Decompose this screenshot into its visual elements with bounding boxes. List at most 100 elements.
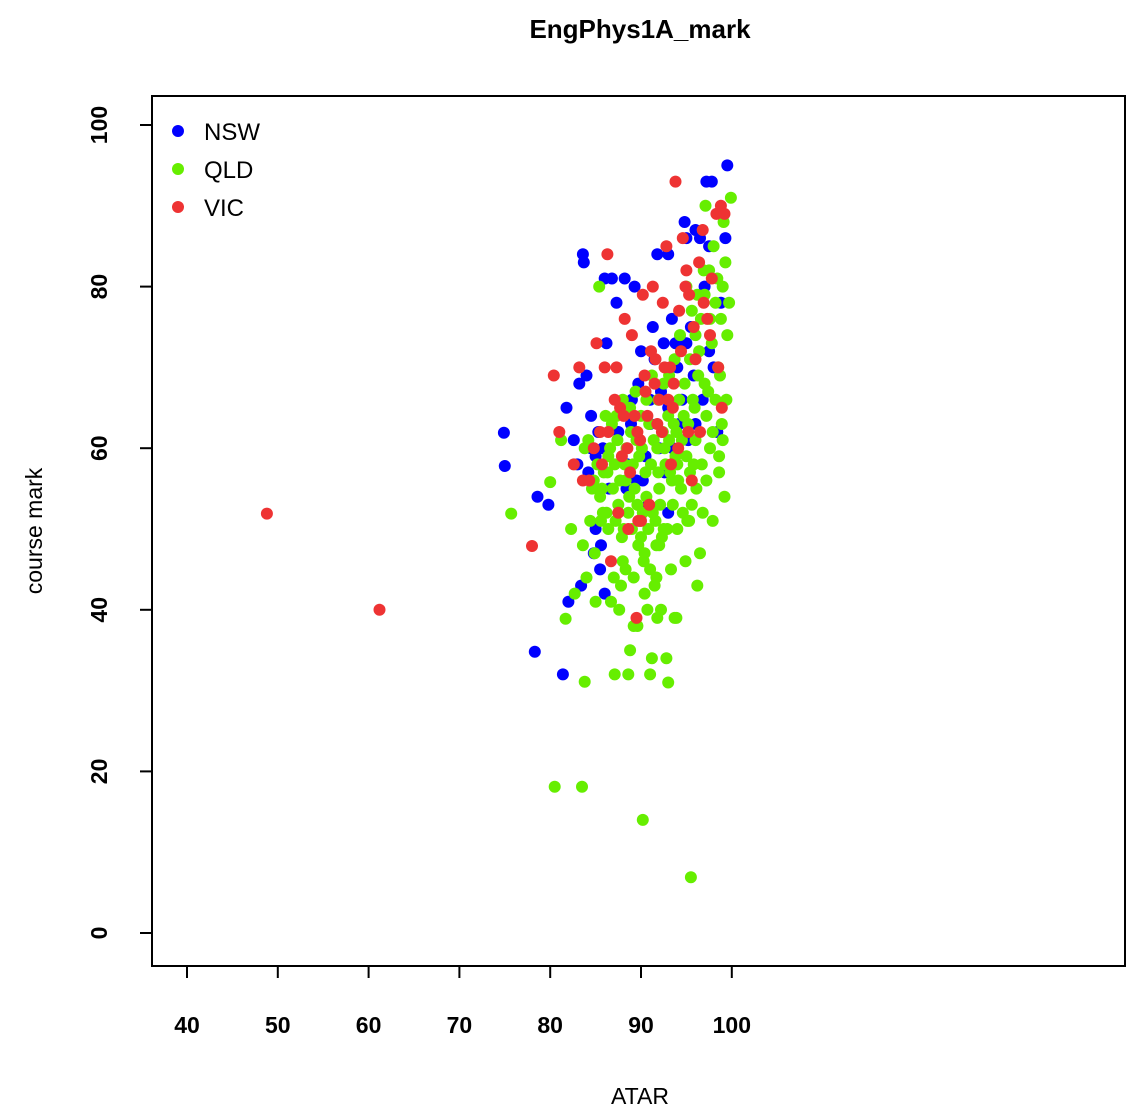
point-qld xyxy=(716,434,729,447)
point-qld xyxy=(702,385,715,398)
point-vic xyxy=(689,353,702,366)
y-tick-label: 40 xyxy=(86,597,112,623)
point-qld xyxy=(654,498,667,511)
point-nsw xyxy=(580,369,593,382)
point-qld xyxy=(576,539,589,552)
point-qld xyxy=(684,871,697,884)
point-vic xyxy=(682,426,695,438)
point-vic xyxy=(624,466,637,479)
point-qld xyxy=(565,523,578,535)
point-qld xyxy=(584,514,597,527)
point-nsw xyxy=(678,216,691,228)
point-qld xyxy=(692,369,705,382)
point-vic xyxy=(638,369,651,382)
point-vic xyxy=(694,426,706,438)
point-vic xyxy=(715,401,728,414)
point-qld xyxy=(691,288,704,301)
point-qld xyxy=(588,547,601,560)
point-qld xyxy=(622,506,635,519)
point-nsw xyxy=(651,248,664,261)
point-qld xyxy=(638,547,651,560)
point-nsw xyxy=(556,668,569,681)
point-qld xyxy=(653,482,666,495)
x-tick-label: 50 xyxy=(265,1012,291,1038)
point-nsw xyxy=(600,337,613,350)
point-qld xyxy=(548,780,561,793)
y-axis: 0 20 40 60 80 100 xyxy=(86,106,153,940)
point-vic xyxy=(583,474,596,487)
point-qld xyxy=(721,329,734,342)
point-vic xyxy=(641,409,654,422)
point-vic xyxy=(662,393,675,406)
point-qld xyxy=(663,434,676,447)
point-nsw xyxy=(628,280,641,293)
point-nsw xyxy=(567,434,580,447)
point-vic xyxy=(553,426,566,438)
point-vic xyxy=(615,450,628,463)
point-vic xyxy=(643,498,656,511)
point-qld xyxy=(704,442,716,455)
point-vic xyxy=(651,418,664,430)
point-vic xyxy=(617,409,630,422)
point-qld xyxy=(599,409,612,422)
point-vic xyxy=(653,393,666,406)
point-nsw xyxy=(577,256,590,269)
point-qld xyxy=(613,603,626,616)
point-vic xyxy=(612,506,625,519)
x-tick-label: 60 xyxy=(356,1012,382,1038)
point-qld xyxy=(619,563,632,576)
y-tick-label: 80 xyxy=(86,274,112,300)
point-vic xyxy=(567,458,580,471)
point-qld xyxy=(718,490,731,503)
point-qld xyxy=(576,780,588,793)
point-qld xyxy=(623,490,636,503)
point-nsw xyxy=(705,175,718,188)
point-qld xyxy=(606,482,619,495)
plot-frame xyxy=(151,95,1126,967)
point-vic xyxy=(594,426,607,438)
point-vic xyxy=(656,296,669,309)
chart-title: EngPhys1A_mark xyxy=(529,14,751,44)
y-tick-label: 0 xyxy=(86,927,112,940)
x-tick-label: 70 xyxy=(447,1012,473,1038)
point-vic xyxy=(598,361,611,374)
point-qld xyxy=(673,393,686,406)
y-tick-label: 20 xyxy=(86,759,112,785)
point-vic xyxy=(639,385,652,398)
point-qld xyxy=(629,385,642,398)
point-nsw xyxy=(528,645,541,658)
point-qld xyxy=(622,668,635,681)
point-qld xyxy=(686,393,699,406)
point-qld xyxy=(589,595,602,608)
point-vic xyxy=(687,321,700,333)
point-nsw xyxy=(635,345,647,358)
point-qld xyxy=(714,312,727,325)
point-qld xyxy=(713,466,726,479)
point-qld xyxy=(615,531,628,544)
point-qld xyxy=(604,442,617,455)
point-vic xyxy=(622,523,635,535)
point-nsw xyxy=(646,321,659,333)
point-vic xyxy=(673,304,686,317)
point-qld xyxy=(638,587,651,600)
point-vic xyxy=(665,458,677,471)
point-qld xyxy=(627,571,640,584)
point-vic xyxy=(590,337,603,350)
point-qld xyxy=(642,523,655,535)
point-qld xyxy=(615,579,627,592)
point-vic xyxy=(587,442,600,455)
point-vic xyxy=(705,272,718,285)
point-vic xyxy=(526,540,538,552)
point-qld xyxy=(671,523,684,535)
point-nsw xyxy=(560,401,573,414)
x-tick-label: 100 xyxy=(713,1012,751,1038)
point-qld xyxy=(706,514,719,527)
y-tick-label: 60 xyxy=(86,435,112,461)
point-qld xyxy=(580,571,593,584)
point-qld xyxy=(505,507,518,520)
legend-marker-vic xyxy=(172,201,184,213)
point-qld xyxy=(700,474,713,487)
point-vic xyxy=(672,442,685,455)
point-qld xyxy=(611,434,624,447)
legend-marker-nsw xyxy=(172,125,184,137)
